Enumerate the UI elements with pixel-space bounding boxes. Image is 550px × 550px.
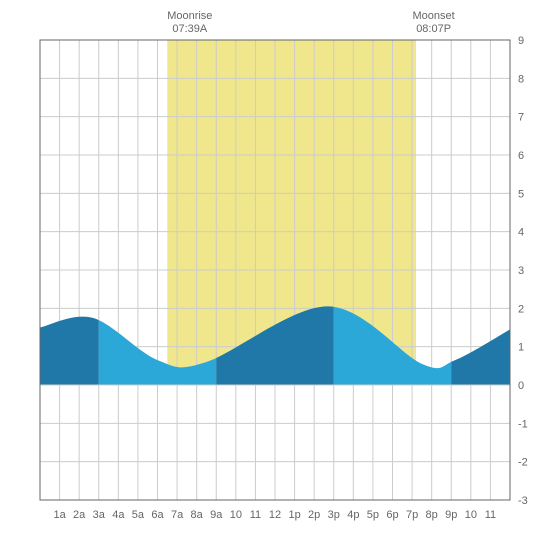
y-tick-label: 5	[518, 188, 524, 200]
x-tick-label: 5p	[367, 509, 379, 521]
y-tick-label: 2	[518, 303, 524, 315]
y-tick-label: -3	[518, 495, 528, 507]
x-tick-label: 2p	[308, 509, 320, 521]
x-tick-label: 2a	[73, 509, 86, 521]
y-tick-label: 8	[518, 73, 524, 85]
y-tick-label: 3	[518, 265, 524, 277]
x-tick-label: 9p	[445, 509, 457, 521]
y-tick-label: -2	[518, 457, 528, 469]
x-tick-label: 12	[269, 509, 281, 521]
y-tick-label: 7	[518, 112, 524, 124]
x-tick-label: 5a	[132, 509, 145, 521]
annotation-title: Moonset	[404, 10, 464, 23]
x-tick-label: 7p	[406, 509, 418, 521]
y-tick-label: -1	[518, 418, 528, 430]
x-tick-label: 6a	[151, 509, 164, 521]
tide-chart: -3-2-101234567891a2a3a4a5a6a7a8a9a101112…	[10, 10, 540, 540]
x-tick-label: 1a	[53, 509, 66, 521]
y-tick-label: 0	[518, 380, 524, 392]
x-tick-label: 7a	[171, 509, 184, 521]
y-tick-label: 4	[518, 227, 524, 239]
x-tick-label: 10	[230, 509, 242, 521]
annotation-time: 07:39A	[160, 23, 220, 36]
x-tick-label: 4a	[112, 509, 125, 521]
chart-svg: -3-2-101234567891a2a3a4a5a6a7a8a9a101112…	[10, 10, 540, 540]
x-tick-label: 11	[250, 509, 261, 521]
annotation-time: 08:07P	[404, 23, 464, 36]
x-tick-label: 11	[485, 509, 496, 521]
x-tick-label: 3p	[328, 509, 340, 521]
y-tick-label: 6	[518, 150, 524, 162]
x-tick-label: 8p	[426, 509, 438, 521]
moonset-label: Moonset08:07P	[404, 10, 464, 36]
y-tick-label: 1	[518, 342, 524, 354]
x-tick-label: 8a	[191, 509, 204, 521]
x-tick-label: 1p	[288, 509, 300, 521]
x-tick-label: 10	[465, 509, 477, 521]
annotation-title: Moonrise	[160, 10, 220, 23]
x-tick-label: 6p	[386, 509, 398, 521]
moonrise-label: Moonrise07:39A	[160, 10, 220, 36]
x-tick-label: 4p	[347, 509, 359, 521]
x-tick-label: 3a	[93, 509, 106, 521]
y-tick-label: 9	[518, 35, 524, 47]
x-tick-label: 9a	[210, 509, 223, 521]
